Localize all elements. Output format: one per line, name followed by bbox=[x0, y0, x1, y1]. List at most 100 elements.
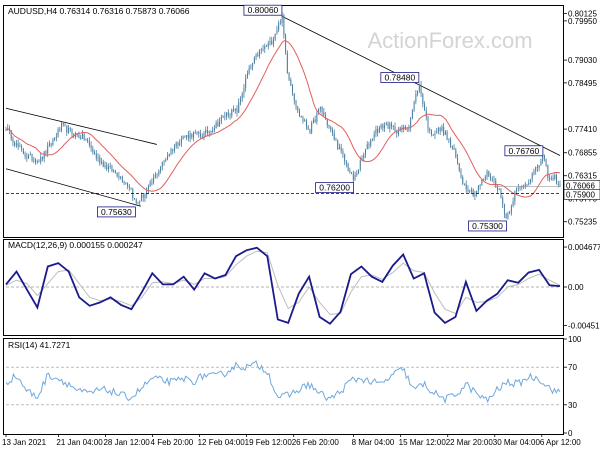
candle-body bbox=[415, 94, 417, 102]
candle-body bbox=[323, 112, 325, 116]
candle-body bbox=[495, 180, 497, 188]
candle-body bbox=[255, 54, 257, 58]
price-annotation-label: 0.75630 bbox=[101, 207, 132, 217]
price-levels-layer bbox=[6, 185, 560, 194]
candle-body bbox=[160, 167, 162, 171]
candle-body bbox=[48, 143, 50, 146]
candle-body bbox=[516, 189, 518, 192]
candle-body bbox=[219, 121, 221, 126]
candle-body bbox=[24, 153, 26, 157]
candle-body bbox=[120, 176, 122, 178]
dashed-level-tag-box bbox=[563, 189, 600, 200]
candle-body bbox=[434, 133, 436, 135]
price-tick-label: 0.75235 bbox=[568, 218, 597, 227]
candle-body bbox=[458, 163, 460, 171]
price-annotation-label: 0.76200 bbox=[319, 183, 350, 193]
candle-body bbox=[366, 144, 368, 150]
candle-body bbox=[444, 131, 446, 135]
candle-body bbox=[83, 133, 85, 140]
time-tick-label: 28 Jan 12:00 bbox=[103, 438, 150, 447]
candle-body bbox=[184, 136, 186, 138]
candle-body bbox=[252, 63, 254, 68]
candle-body bbox=[490, 176, 492, 180]
candle-body bbox=[342, 151, 344, 155]
candle-body bbox=[41, 156, 43, 159]
price-tick-label: 0.76855 bbox=[568, 149, 597, 158]
candle-body bbox=[64, 124, 66, 126]
price-tick-label: 0.80125 bbox=[568, 9, 597, 18]
candle-body bbox=[193, 132, 195, 138]
candle-body bbox=[5, 130, 7, 131]
candle-body bbox=[102, 161, 104, 167]
candle-body bbox=[57, 129, 59, 137]
candle-body bbox=[274, 33, 276, 40]
candle-body bbox=[163, 160, 165, 162]
candle-body bbox=[153, 177, 155, 183]
candle-body bbox=[226, 112, 228, 117]
price-annotation-box bbox=[380, 72, 420, 83]
candle-body bbox=[215, 122, 217, 128]
candle-body bbox=[172, 149, 174, 151]
candle-body bbox=[295, 100, 297, 107]
candle-body bbox=[26, 156, 28, 158]
candle-body bbox=[462, 177, 464, 184]
moving-average-line bbox=[5, 40, 561, 198]
candle-body bbox=[14, 142, 16, 146]
candle-body bbox=[210, 131, 212, 133]
candle-body bbox=[200, 133, 202, 137]
candle-body bbox=[158, 170, 160, 175]
candle-body bbox=[43, 151, 45, 159]
candle-body bbox=[300, 116, 302, 118]
candle-body bbox=[212, 130, 214, 133]
candle-body bbox=[257, 54, 259, 56]
candle-body bbox=[302, 117, 304, 122]
candle-body bbox=[52, 139, 54, 145]
candle-body bbox=[545, 159, 547, 166]
candle-body bbox=[498, 189, 500, 191]
candle-body bbox=[156, 174, 158, 176]
candle-body bbox=[455, 149, 457, 158]
candle-body bbox=[114, 170, 116, 173]
candle-body bbox=[500, 189, 502, 199]
price-annotation-box bbox=[243, 4, 283, 16]
candle-body bbox=[535, 166, 537, 171]
candle-body bbox=[94, 152, 96, 154]
candle-body bbox=[359, 160, 361, 170]
candle-body bbox=[441, 126, 443, 131]
candle-body bbox=[432, 134, 434, 136]
candle-body bbox=[523, 186, 525, 188]
candle-body bbox=[418, 84, 420, 91]
candle-body bbox=[510, 205, 512, 213]
candle-body bbox=[206, 129, 208, 134]
macd-layer: 0.004677 0.00 -0.004519 bbox=[5, 243, 600, 331]
price-tick-label: 0.77410 bbox=[568, 125, 597, 134]
candle-body bbox=[234, 108, 236, 111]
candle-body bbox=[491, 179, 493, 180]
rsi-tick-label: 100 bbox=[568, 335, 582, 344]
rsi-pane-frame bbox=[3, 338, 564, 435]
candle-body bbox=[371, 138, 373, 140]
candle-body bbox=[460, 170, 462, 178]
candle-body bbox=[408, 127, 410, 130]
candle-body bbox=[40, 156, 42, 163]
candle-body bbox=[125, 182, 127, 184]
candle-body bbox=[106, 165, 108, 170]
candle-body bbox=[31, 154, 33, 161]
candle-body bbox=[345, 161, 347, 164]
candle-body bbox=[101, 161, 103, 164]
candle-body bbox=[121, 176, 123, 182]
candle-body bbox=[351, 172, 353, 174]
candle-body bbox=[384, 125, 386, 129]
candle-body bbox=[333, 132, 335, 140]
watermark: ActionForex.com bbox=[367, 28, 532, 53]
candle-body bbox=[528, 182, 530, 185]
candle-body bbox=[130, 187, 132, 190]
candle-body bbox=[514, 191, 516, 202]
candle-body bbox=[12, 139, 14, 143]
candle-body bbox=[22, 148, 24, 154]
rsi-layer: 100 70 30 0 bbox=[5, 335, 582, 438]
candle-body bbox=[245, 78, 247, 88]
price-annotation-box bbox=[97, 206, 136, 218]
candle-body bbox=[389, 123, 391, 129]
